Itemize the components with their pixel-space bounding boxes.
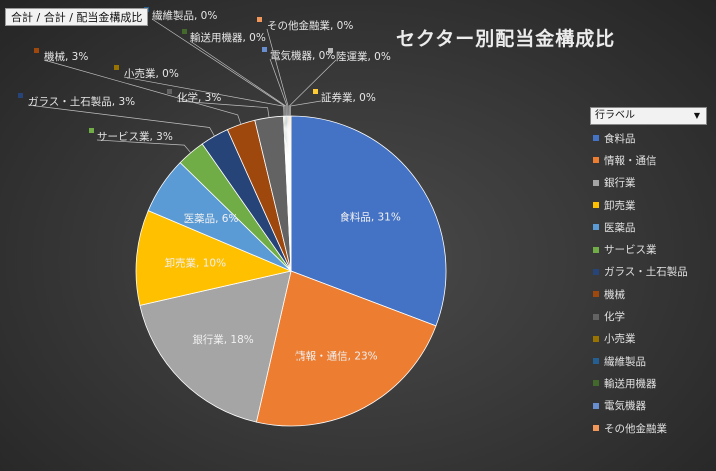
data-label-marker-2 [189, 336, 194, 342]
data-label-12: 電気機器, 0% [270, 49, 335, 62]
legend-item-2[interactable]: 銀行業 [593, 172, 713, 194]
legend-label: 輸送用機器 [604, 377, 657, 390]
data-label-14: 陸運業, 0% [336, 50, 391, 63]
legend-label: 化学 [604, 311, 625, 324]
legend-swatch [593, 402, 599, 409]
leader-line-5 [96, 139, 192, 154]
pie-slice-3[interactable] [135, 210, 293, 306]
leader-line-10 [151, 18, 286, 117]
legend-label: 電気機器 [604, 400, 646, 413]
data-label-15: 証券業, 0% [321, 91, 376, 104]
data-label-3: 卸売業, 10% [165, 257, 227, 270]
legend-item-10[interactable]: 繊維製品 [593, 350, 713, 372]
data-label-5: サービス業, 3% [97, 130, 173, 143]
legend-swatch [593, 268, 599, 275]
legend-swatch [593, 425, 599, 431]
leader-line-9 [123, 76, 285, 117]
data-label-0: 食料品, 31% [339, 210, 401, 223]
pie-slice-1[interactable] [255, 270, 437, 427]
data-label-marker-5 [89, 128, 94, 133]
row-label-filter-dropdown[interactable]: 行ラベル ▼ [590, 107, 707, 125]
pie-slice-2[interactable] [139, 270, 292, 423]
leader-line-14 [288, 59, 337, 117]
legend-label: 医薬品 [604, 221, 636, 234]
leader-line-15 [290, 100, 322, 117]
pivot-field-button[interactable]: 合計 / 合計 / 配当金構成比 [5, 8, 149, 26]
legend-item-12[interactable]: 電気機器 [593, 395, 713, 417]
legend-item-5[interactable]: サービス業 [593, 238, 713, 260]
legend-item-7[interactable]: 機械 [593, 283, 713, 305]
data-label-marker-13 [257, 17, 262, 22]
legend-item-9[interactable]: 小売業 [593, 328, 713, 350]
leader-line-13 [266, 28, 289, 117]
legend-label: ガラス・土石製品 [604, 266, 688, 279]
legend-swatch [593, 179, 599, 186]
data-label-marker-4 [180, 215, 186, 221]
legend-label: 小売業 [604, 333, 636, 346]
legend-label: 繊維製品 [604, 355, 646, 368]
leader-line-12 [269, 58, 288, 117]
data-label-9: 小売業, 0% [124, 67, 179, 80]
legend-swatch [593, 291, 599, 298]
chart-legend: 食料品情報・通信銀行業卸売業医薬品サービス業ガラス・土石製品 機械化学小売業繊維製… [593, 127, 713, 439]
chart-title: セクター別配当金構成比 [396, 28, 616, 50]
pie-slice-0[interactable] [290, 115, 447, 327]
legend-item-3[interactable]: 卸売業 [593, 194, 713, 216]
pie-slices [135, 115, 447, 427]
leader-line-6 [27, 104, 215, 137]
legend-item-0[interactable]: 食料品 [593, 127, 713, 149]
data-label-marker-12 [262, 47, 267, 52]
legend-swatch [593, 224, 599, 231]
data-label-marker-14 [328, 48, 333, 53]
data-label-7: 機械, 3% [44, 50, 88, 63]
legend-swatch [593, 135, 599, 142]
data-label-marker-7 [34, 48, 39, 53]
legend-label: 食料品 [604, 132, 636, 145]
data-label-marker-8 [167, 89, 172, 94]
legend-swatch [593, 380, 599, 387]
legend-label: 卸売業 [604, 199, 636, 212]
data-label-10: 繊維製品, 0% [152, 9, 217, 22]
data-label-marker-3 [161, 260, 167, 266]
legend-item-8[interactable]: 化学 [593, 305, 713, 327]
legend-item-11[interactable]: 輸送用機器 [593, 372, 713, 394]
data-label-1: 情報・通信, 23% [295, 350, 378, 363]
data-label-marker-1 [295, 353, 301, 359]
data-label-marker-15 [313, 89, 318, 94]
data-label-2: 銀行業, 18% [192, 333, 254, 346]
data-label-8: 化学, 3% [177, 91, 221, 104]
data-label-marker-11 [182, 29, 187, 34]
leader-line-8 [176, 100, 270, 118]
data-label-4: 医薬品, 6% [184, 213, 239, 225]
legend-swatch [593, 202, 599, 209]
legend-label: 銀行業 [604, 177, 636, 190]
row-label-filter-text: 行ラベル [595, 110, 635, 121]
legend-item-6[interactable]: ガラス・土石製品 [593, 261, 713, 283]
legend-item-13[interactable]: その他金融業 [593, 417, 713, 439]
data-label-marker-9 [114, 65, 119, 70]
data-label-13: その他金融業, 0% [267, 19, 353, 32]
data-labels: 食料品, 31% 情報・通信, 23% 銀行業, 18% 卸売業, 10% 医薬品, 6… [18, 7, 401, 363]
legend-label: サービス業 [604, 244, 657, 257]
legend-swatch [593, 313, 599, 320]
data-label-6: ガラス・土石製品, 3% [28, 95, 135, 108]
legend-item-4[interactable]: 医薬品 [593, 216, 713, 238]
legend-item-1[interactable]: 情報・通信 [593, 149, 713, 171]
legend-label: その他金融業 [604, 422, 667, 435]
legend-swatch [593, 246, 599, 253]
legend-swatch [593, 157, 599, 164]
data-label-marker-6 [18, 93, 23, 98]
legend-swatch [593, 358, 599, 365]
leader-line-7 [43, 59, 242, 125]
data-label-11: 輸送用機器, 0% [190, 31, 266, 44]
leader-line-11 [189, 40, 287, 117]
dropdown-arrow-icon[interactable]: ▼ [693, 111, 700, 120]
data-label-marker-0 [336, 214, 342, 220]
legend-label: 機械 [604, 288, 625, 301]
legend-swatch [593, 335, 599, 342]
legend-label: 情報・通信 [604, 154, 657, 167]
